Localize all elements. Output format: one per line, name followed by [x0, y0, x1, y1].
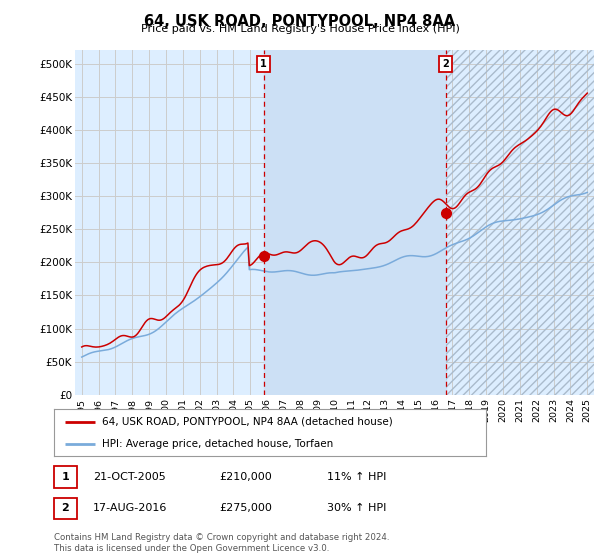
Text: Price paid vs. HM Land Registry's House Price Index (HPI): Price paid vs. HM Land Registry's House … [140, 24, 460, 34]
Text: 1: 1 [62, 472, 69, 482]
Text: 21-OCT-2005: 21-OCT-2005 [93, 472, 166, 482]
Text: 1: 1 [260, 59, 267, 69]
Bar [446, 50, 596, 395]
Bar [264, 50, 446, 395]
Text: HPI: Average price, detached house, Torfaen: HPI: Average price, detached house, Torf… [101, 438, 333, 449]
Bar [446, 50, 596, 395]
Text: 64, USK ROAD, PONTYPOOL, NP4 8AA (detached house): 64, USK ROAD, PONTYPOOL, NP4 8AA (detach… [101, 417, 392, 427]
Text: 64, USK ROAD, PONTYPOOL, NP4 8AA: 64, USK ROAD, PONTYPOOL, NP4 8AA [145, 14, 455, 29]
Text: £210,000: £210,000 [219, 472, 272, 482]
Text: £275,000: £275,000 [219, 503, 272, 514]
Text: 30% ↑ HPI: 30% ↑ HPI [327, 503, 386, 514]
Text: 11% ↑ HPI: 11% ↑ HPI [327, 472, 386, 482]
Text: Contains HM Land Registry data © Crown copyright and database right 2024.
This d: Contains HM Land Registry data © Crown c… [54, 533, 389, 553]
Text: 17-AUG-2016: 17-AUG-2016 [93, 503, 167, 514]
Text: 2: 2 [442, 59, 449, 69]
Text: 2: 2 [62, 503, 69, 514]
